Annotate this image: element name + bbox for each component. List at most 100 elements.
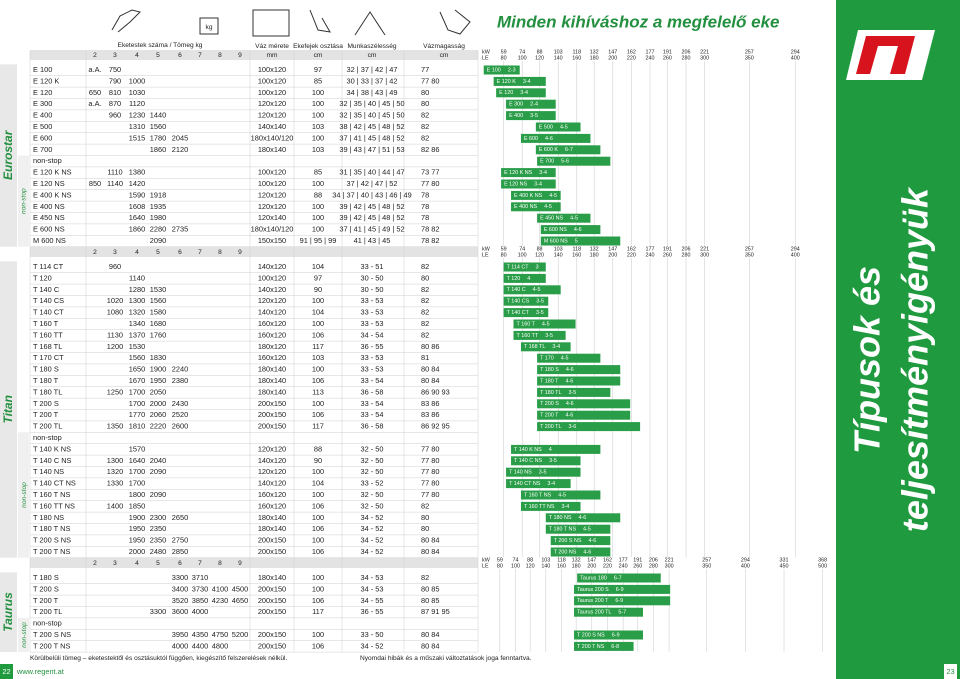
spacing: 117: [312, 422, 324, 431]
weight: 2300: [150, 513, 166, 522]
bar-furrows: 4: [527, 276, 530, 282]
frame-height: 77 80: [421, 179, 440, 188]
page-number: 23: [946, 667, 954, 676]
power-bar: [506, 467, 581, 477]
weight: 1900: [129, 513, 145, 522]
power-bar: [503, 285, 561, 295]
side-title: Típusok és: [847, 266, 888, 454]
weight: 1320: [107, 467, 123, 476]
bar-label: T 140 C: [507, 287, 526, 293]
section-band: [0, 64, 17, 247]
power-unit: kW: [482, 49, 491, 55]
kw-tick-label: 118: [557, 557, 566, 563]
bar-furrows: 6-9: [616, 587, 624, 593]
frame-height: 80 85: [421, 596, 440, 605]
furrow-count: 4: [135, 249, 139, 256]
power-bar: [520, 501, 581, 511]
weight: 1918: [150, 190, 166, 199]
le-tick-label: 240: [646, 252, 655, 258]
working-width: 32 - 50: [360, 490, 383, 499]
bar-furrows: 4-6: [566, 401, 574, 407]
model-name: T 200 S NS: [33, 630, 71, 639]
power-bar: [503, 273, 546, 283]
power-bar: [537, 365, 621, 375]
weight: 2045: [172, 133, 188, 142]
bar-furrows: 6-9: [612, 632, 620, 638]
logo: [856, 36, 915, 74]
frame-height: 78: [421, 213, 429, 222]
column-unit: mm: [267, 52, 278, 59]
bar-furrows: 3-4: [539, 170, 547, 176]
model-name: E 500: [33, 122, 52, 131]
weight: 750: [109, 65, 121, 74]
power-bar: [493, 76, 546, 86]
weight: 810: [109, 88, 121, 97]
spacing: 104: [312, 262, 324, 271]
frame-size: 180x120: [258, 342, 286, 351]
furrow-count: 9: [238, 52, 242, 59]
bar-label: E 400 NS: [514, 204, 537, 210]
bar-label: T 180 S: [540, 367, 559, 373]
bar-furrows: 3-4: [552, 344, 560, 350]
frame-height: 82: [421, 262, 429, 271]
frame-size: 120x120: [258, 99, 286, 108]
model-name: T 200 TL: [33, 422, 62, 431]
le-tick-label: 300: [700, 55, 709, 61]
weight: 1980: [150, 213, 166, 222]
working-width: 32 - 50: [360, 456, 383, 465]
weight: 1020: [107, 296, 123, 305]
weight: 5200: [232, 630, 248, 639]
power-bar: [577, 573, 661, 583]
working-width: 36 - 55: [360, 342, 383, 351]
kw-tick-label: 103: [554, 246, 563, 252]
frame-size: 100x120: [258, 179, 286, 188]
weight: 1515: [129, 133, 145, 142]
model-name: T 200 S: [33, 584, 59, 593]
kw-tick-label: 132: [590, 49, 599, 55]
model-name: T 114 CT: [33, 262, 64, 271]
kw-tick-label: 59: [497, 557, 503, 563]
kw-tick-label: 221: [700, 246, 709, 252]
frame-height: 77 80: [421, 467, 440, 476]
le-tick-label: 100: [518, 252, 527, 258]
subsection-band: [18, 617, 29, 653]
model-name: E 120 NS: [33, 179, 65, 188]
spacing: 100: [312, 179, 324, 188]
frame-size: 160x120: [258, 490, 286, 499]
le-tick-label: 450: [780, 563, 789, 569]
width-icon: [354, 11, 386, 36]
frame-size: 200x150: [258, 410, 286, 419]
side-panel: [836, 0, 960, 679]
spacing: 100: [312, 490, 324, 499]
section-band: [0, 261, 17, 558]
bar-label: E 120 K NS: [504, 170, 533, 176]
spacing: 91 | 95 | 99: [300, 236, 337, 245]
power-bar: [550, 547, 611, 557]
weight: 3520: [172, 596, 188, 605]
column-header: Ekefejek osztása: [293, 43, 343, 50]
spacing: 85: [314, 168, 322, 177]
power-bar: [501, 179, 556, 189]
furrow-count: 2: [93, 52, 97, 59]
model-name: E 400: [33, 111, 52, 120]
weight: 870: [109, 99, 121, 108]
column-header: Munkaszélesség: [347, 43, 396, 50]
bar-label: T 140 CT: [507, 310, 530, 316]
furrow-count: 2: [93, 560, 97, 567]
frame-height: 82: [421, 573, 429, 582]
working-width: 34 - 54: [360, 330, 383, 339]
frame-height: 82: [421, 501, 429, 510]
working-width: 30 - 50: [360, 273, 383, 282]
frame-height: 82: [421, 122, 429, 131]
le-tick-label: 80: [501, 55, 507, 61]
page-badge: [944, 664, 957, 679]
spacing: 117: [312, 607, 324, 616]
weight: 1700: [129, 467, 145, 476]
kw-tick-label: 59: [501, 246, 507, 252]
weight: 790: [109, 76, 121, 85]
weight: 2060: [150, 410, 166, 419]
weight: 2430: [172, 399, 188, 408]
header-row: [30, 558, 478, 568]
subsection-band: [18, 432, 29, 558]
bar-label: T 170: [540, 356, 554, 362]
